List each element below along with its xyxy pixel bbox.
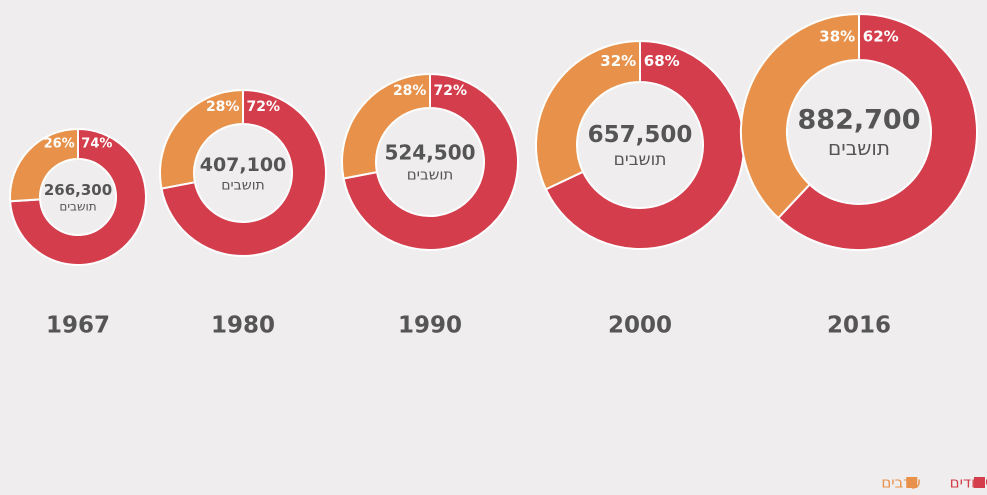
donut-segment	[341, 72, 431, 180]
percent-label: 32%	[600, 52, 636, 70]
center-sublabel: תושבים	[614, 150, 667, 170]
percent-label: 28%	[206, 99, 240, 115]
legend-swatch	[974, 477, 985, 488]
percent-label: 74%	[81, 137, 112, 152]
center-value: 882,700	[798, 105, 921, 136]
donut-segment	[535, 39, 641, 191]
center-value: 524,500	[384, 140, 475, 164]
percent-label: 72%	[434, 83, 468, 99]
center-value: 657,500	[588, 122, 693, 148]
center-sublabel: תושבים	[828, 136, 890, 160]
center-sublabel: תושבים	[59, 199, 96, 213]
percent-label: 62%	[863, 28, 899, 46]
percent-label: 68%	[644, 52, 680, 70]
donut-segment	[776, 12, 978, 251]
legend-label: ערבים	[881, 474, 921, 492]
year-label: 1990	[398, 313, 462, 339]
percent-label: 26%	[44, 137, 75, 152]
percent-label: 38%	[819, 28, 855, 46]
donut-segment	[159, 88, 244, 190]
donut-segment	[9, 127, 147, 266]
percent-label: 72%	[247, 99, 281, 115]
donut-segment	[740, 12, 860, 220]
center-value: 266,300	[44, 181, 112, 199]
center-value: 407,100	[200, 154, 287, 176]
year-label: 2000	[608, 313, 672, 339]
year-label: 1980	[211, 313, 275, 339]
donut-segment	[342, 72, 519, 251]
donut-segment	[544, 39, 745, 250]
year-label: 1967	[46, 313, 110, 339]
legend-label: יהודים	[950, 474, 987, 492]
donut-segment	[160, 88, 327, 257]
legend-swatch	[906, 477, 918, 488]
center-sublabel: תושבים	[407, 166, 454, 184]
percent-label: 28%	[393, 83, 427, 99]
center-sublabel: תושבים	[221, 177, 264, 193]
donut-segment	[9, 127, 79, 203]
year-label: 2016	[827, 313, 891, 339]
